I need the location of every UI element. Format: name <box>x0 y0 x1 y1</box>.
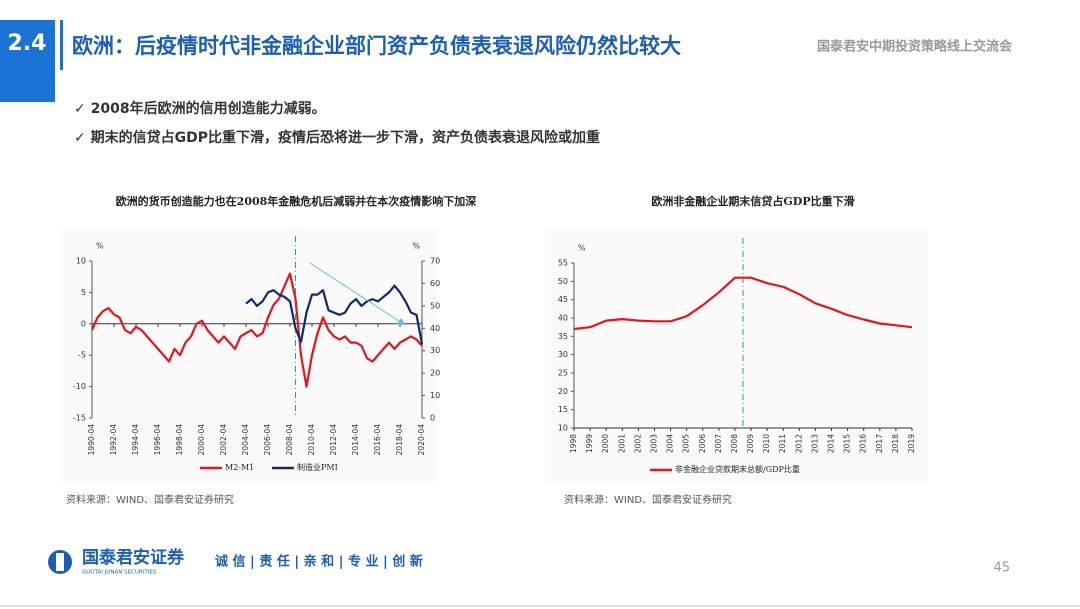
x-tick-label: 2007 <box>714 434 723 453</box>
series-line <box>245 284 424 345</box>
x-tick-label: 1998-04 <box>175 424 184 456</box>
y-tick-label: -10 <box>73 382 86 391</box>
y-tick-label: 45 <box>558 295 568 304</box>
y2-unit: % <box>412 242 420 251</box>
y-tick-label: 25 <box>558 369 568 378</box>
slogan: 诚 信 | 责 任 | 亲 和 | 专 业 | 创 新 <box>215 554 423 570</box>
x-tick-label: 2004 <box>666 434 675 453</box>
page-number: 45 <box>993 561 1010 576</box>
logo-mark <box>56 553 64 571</box>
chart-panel <box>62 228 437 482</box>
x-tick-label: 2016 <box>859 434 868 453</box>
y-tick-label: 30 <box>558 350 568 359</box>
y-tick-label: 55 <box>558 259 568 268</box>
y-tick-label: 35 <box>558 332 568 341</box>
chart: 欧洲非金融企业期末信贷占GDP比重下滑% 10 15 20 25 30 35 40 45 50 55… <box>558 194 916 474</box>
y-unit: % <box>96 242 104 251</box>
y-tick-label: 40 <box>558 314 568 323</box>
legend-label: M2-M1 <box>225 463 254 472</box>
y-tick-label: -5 <box>78 351 86 360</box>
x-tick-label: 2012 <box>794 434 803 453</box>
x-tick-label: 1992-04 <box>109 424 118 456</box>
y-tick-label: 0 <box>81 319 86 328</box>
y-tick-label: -15 <box>73 414 86 423</box>
x-tick-label: 2006 <box>698 434 707 453</box>
x-tick-label: 2000 <box>601 434 610 453</box>
logo-subtext: GUOTAI JUNAN SECURITIES <box>82 570 157 576</box>
y-tick-label: 5 <box>81 288 86 297</box>
x-tick-label: 2001 <box>617 434 626 453</box>
y2-tick-label: 70 <box>430 257 440 266</box>
x-tick-label: 2002 <box>633 434 642 453</box>
y2-tick-label: 40 <box>430 324 440 333</box>
x-tick-label: 2011 <box>778 434 787 453</box>
y-tick-label: 50 <box>558 277 568 286</box>
x-tick-label: 2002-04 <box>219 424 228 456</box>
x-tick-label: 2013 <box>810 434 819 453</box>
chart-title: 欧洲非金融企业期末信贷占GDP比重下滑 <box>651 194 854 208</box>
source: 资料来源：WIND、国泰君安证券研究 <box>564 493 732 506</box>
bullet: ✓ 2008年后欧洲的信用创造能力减弱。 <box>74 100 326 117</box>
x-tick-label: 2014-04 <box>351 424 360 456</box>
y-unit: % <box>578 244 586 253</box>
x-tick-label: 2016-04 <box>373 424 382 456</box>
x-tick-label: 2010 <box>762 434 771 453</box>
chart-panel <box>545 230 928 483</box>
x-tick-label: 2000-04 <box>197 424 206 456</box>
x-tick-label: 1999 <box>585 434 594 453</box>
y2-tick-label: 20 <box>430 369 440 378</box>
chart: 欧洲的货币创造能力也在2008年金融危机后减弱并在本次疫情影响下加深% -15 -1… <box>73 194 476 472</box>
legend-label: 制造业PMI <box>297 462 338 472</box>
series-line <box>90 272 423 388</box>
x-tick-label: 2014 <box>827 434 836 453</box>
x-tick-label: 2006-04 <box>263 424 272 456</box>
slide-title: 欧洲：后疫情时代非金融企业部门资产负债表衰退风险仍然比较大 <box>72 34 681 58</box>
x-tick-label: 2017 <box>875 434 884 453</box>
x-tick-label: 1998 <box>569 434 578 453</box>
section-number: 2.4 <box>8 31 47 56</box>
chart-title: 欧洲的货币创造能力也在2008年金融危机后减弱并在本次疫情影响下加深 <box>116 194 477 208</box>
x-tick-label: 1996-04 <box>153 424 162 456</box>
logo-text: 国泰君安证券 <box>82 547 185 568</box>
title-bar <box>60 20 63 70</box>
x-tick-label: 1990-04 <box>87 424 96 456</box>
y2-tick-label: 10 <box>430 391 440 400</box>
y-tick-label: 15 <box>558 405 568 414</box>
event-name: 国泰君安中期投资策略线上交流会 <box>817 39 1013 55</box>
x-tick-label: 1994-04 <box>131 424 140 456</box>
logo: 国泰君安证券 GUOTAI JUNAN SECURITIES <box>48 547 185 576</box>
source: 资料来源：WIND、国泰君安证券研究 <box>66 493 234 506</box>
trend-arrow <box>309 262 406 326</box>
section-block <box>0 20 55 102</box>
bullet: ✓ 期末的信贷占GDP比重下滑，疫情后恐将进一步下滑，资产负债表衰退风险或加重 <box>74 129 600 146</box>
y2-tick-label: 60 <box>430 279 440 288</box>
legend-label: 非金融企业贷款期末总额/GDP比重 <box>675 464 800 474</box>
x-tick-label: 2018 <box>891 434 900 453</box>
x-tick-label: 2012-04 <box>329 424 338 456</box>
x-tick-label: 2018-04 <box>395 424 404 456</box>
x-tick-label: 2004-04 <box>241 424 250 456</box>
series-line <box>573 276 913 331</box>
y-tick-label: 10 <box>76 257 86 266</box>
x-tick-label: 2015 <box>843 434 852 453</box>
x-tick-label: 2003 <box>649 434 658 453</box>
y2-tick-label: 0 <box>430 414 435 423</box>
x-tick-label: 2020-04 <box>417 424 426 456</box>
y2-tick-label: 30 <box>430 346 440 355</box>
y-tick-label: 20 <box>558 387 568 396</box>
y2-tick-label: 50 <box>430 301 440 310</box>
y-tick-label: 10 <box>558 424 568 433</box>
x-tick-label: 2019 <box>907 434 916 453</box>
x-tick-label: 2005 <box>682 434 691 453</box>
x-tick-label: 2009 <box>746 434 755 453</box>
x-tick-label: 2010-04 <box>307 424 316 456</box>
trend-arrow-head <box>397 318 405 325</box>
x-tick-label: 2008-04 <box>285 424 294 456</box>
x-tick-label: 2008 <box>730 434 739 453</box>
